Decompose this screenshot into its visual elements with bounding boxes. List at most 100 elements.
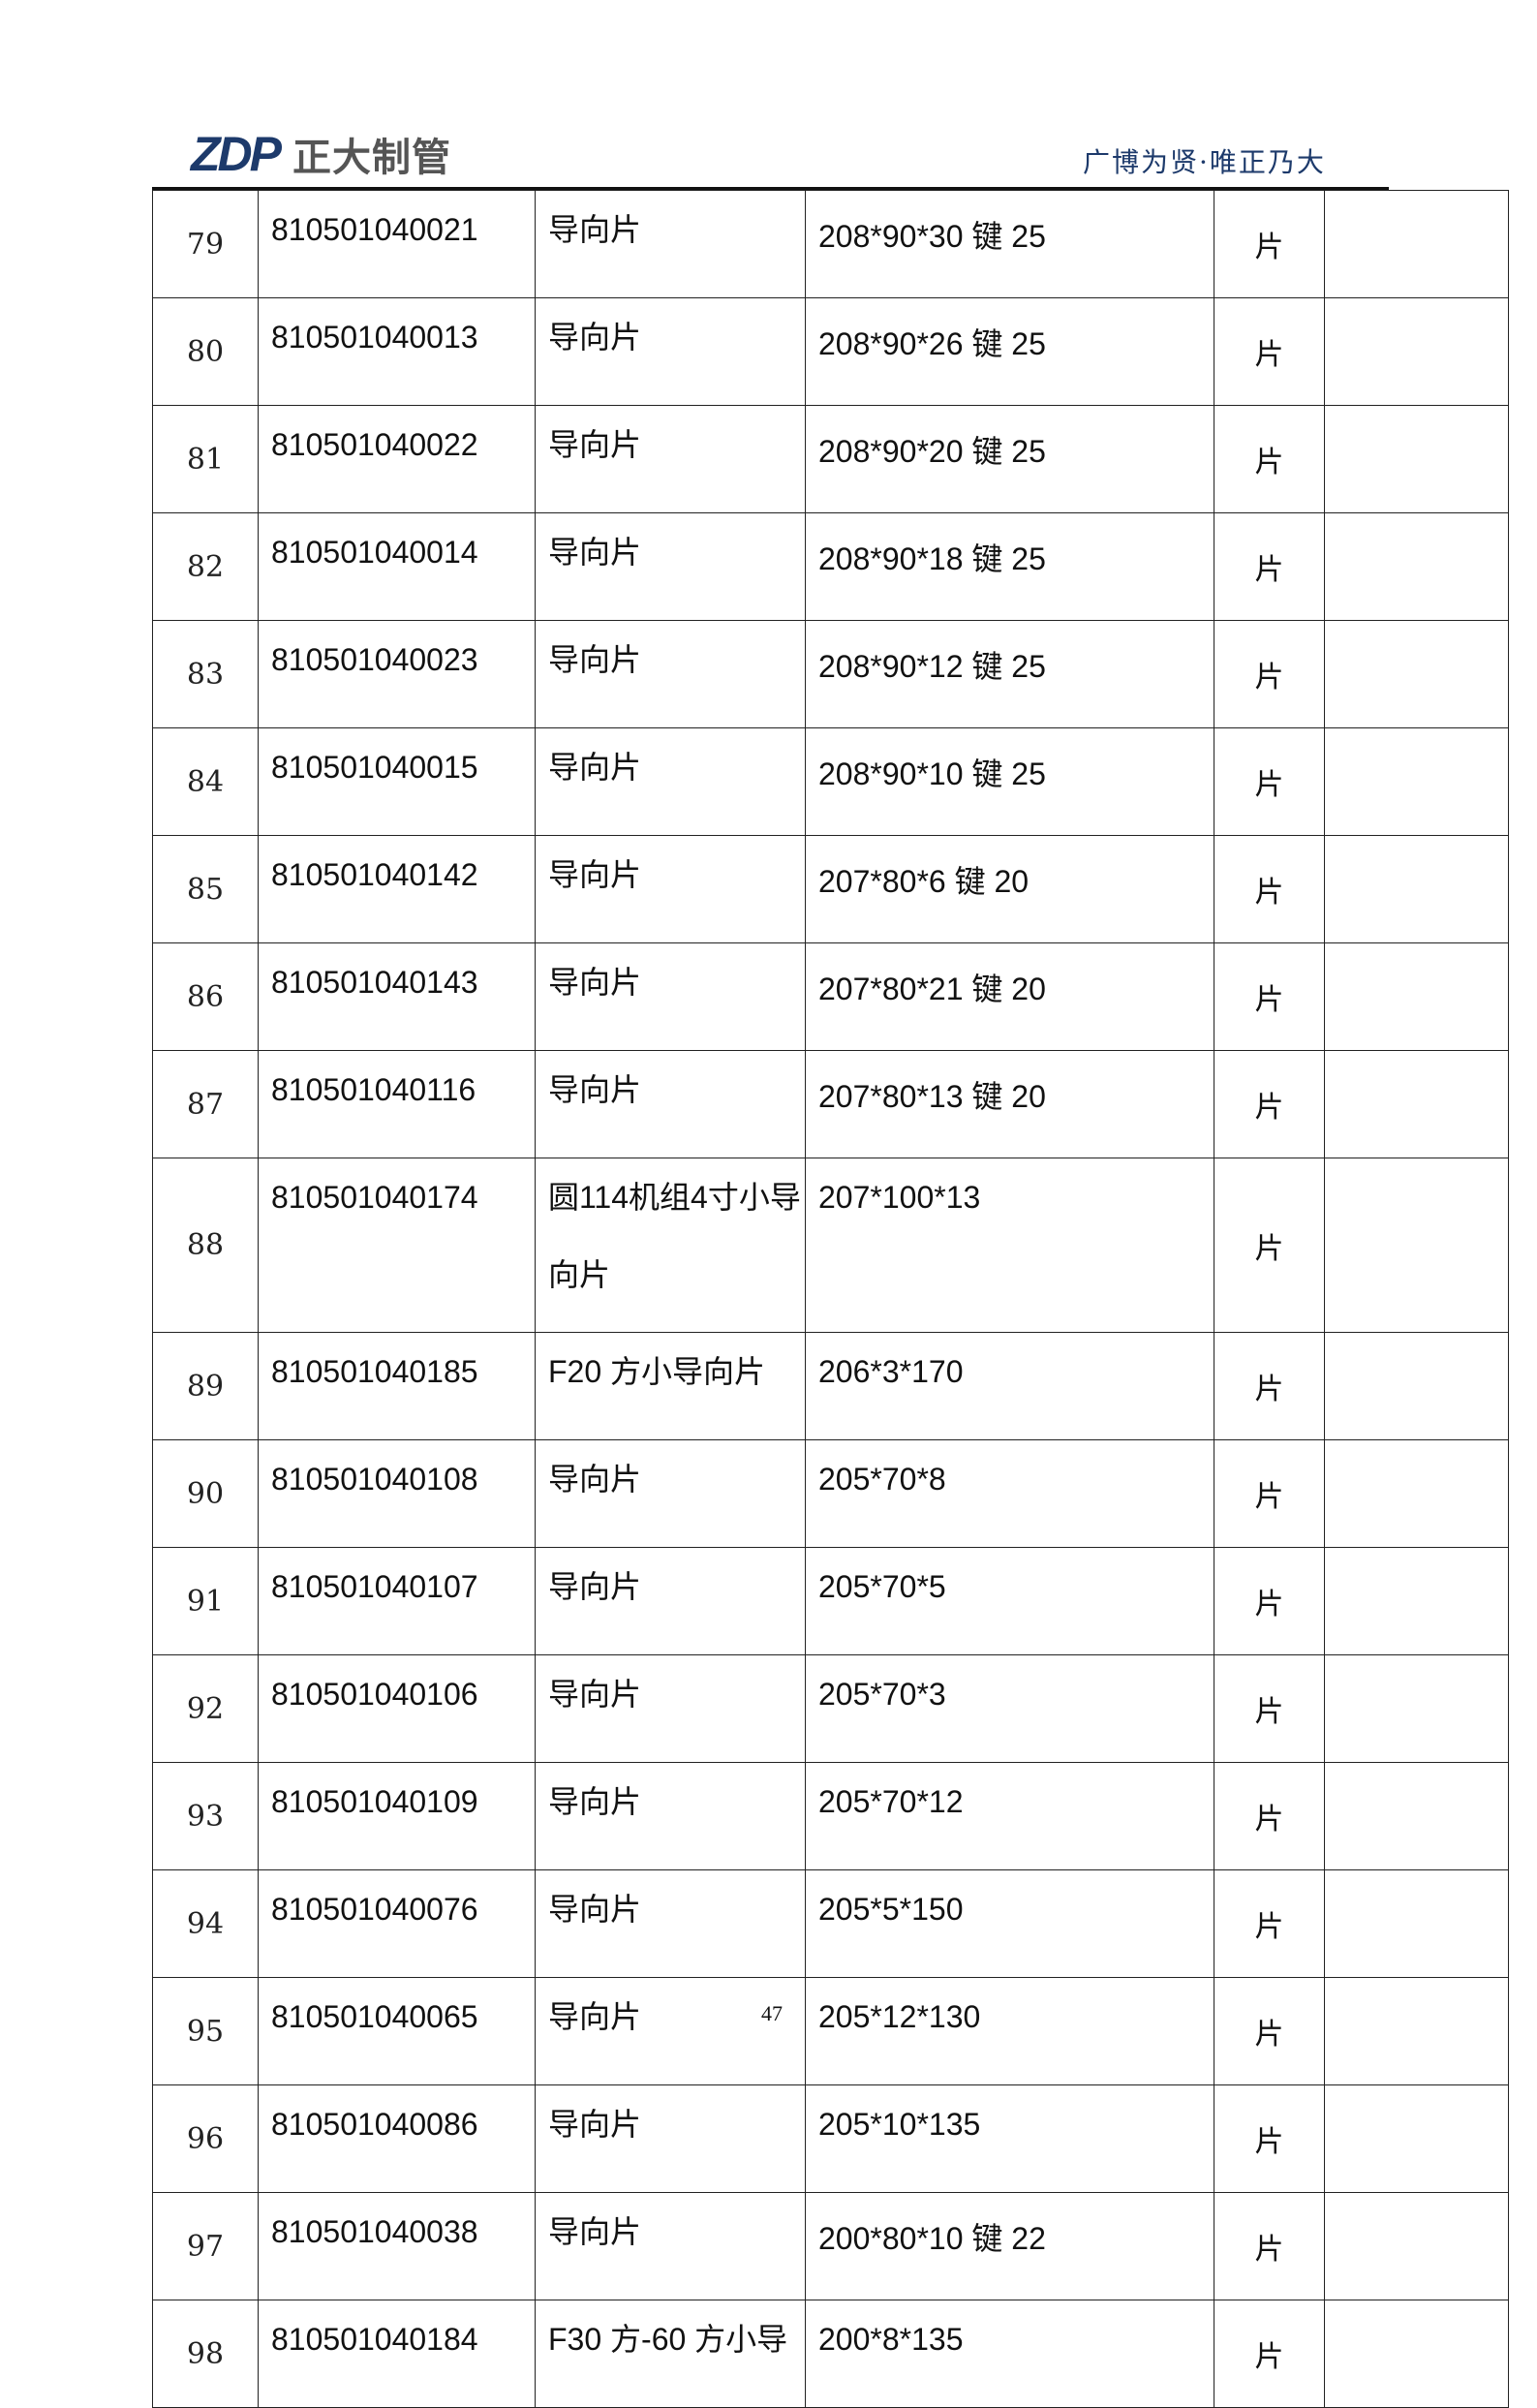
cell-spec: 208*90*30 键 25 <box>805 190 1214 298</box>
cell-no: 87 <box>152 1050 259 1158</box>
cell-code: 810501040116 <box>258 1050 536 1158</box>
cell-unit: 片 <box>1214 1762 1325 1870</box>
cell-name: 圆114机组4寸小导向片 <box>535 1158 806 1333</box>
cell-no: 88 <box>152 1158 259 1333</box>
cell-no: 82 <box>152 512 259 621</box>
table-row: 85 810501040142 导向片 207*80*6 键 20 片 <box>152 835 1509 943</box>
cell-unit: 片 <box>1214 942 1325 1051</box>
cell-no: 84 <box>152 727 259 836</box>
table-row: 82 810501040014 导向片 208*90*18 键 25 片 <box>152 512 1509 621</box>
cell-name: 导向片 <box>535 942 806 1051</box>
cell-code: 810501040022 <box>258 405 536 513</box>
page-number: 47 <box>761 2001 783 2025</box>
cell-name: 导向片 <box>535 1547 806 1655</box>
cell-remark <box>1324 1332 1509 1440</box>
cell-remark <box>1324 512 1509 621</box>
cell-unit: 片 <box>1214 1977 1325 2085</box>
table-row: 88 810501040174 圆114机组4寸小导向片 207*100*13 片 <box>152 1158 1509 1333</box>
cell-remark <box>1324 2084 1509 2193</box>
cell-unit: 片 <box>1214 405 1325 513</box>
cell-name: 导向片 <box>535 190 806 298</box>
cell-spec: 205*70*8 <box>805 1439 1214 1548</box>
table-row: 90 810501040108 导向片 205*70*8 片 <box>152 1439 1509 1548</box>
cell-spec: 205*5*150 <box>805 1869 1214 1978</box>
cell-code: 810501040038 <box>258 2192 536 2300</box>
cell-code: 810501040184 <box>258 2300 536 2408</box>
cell-no: 85 <box>152 835 259 943</box>
cell-name: 导向片 <box>535 1050 806 1158</box>
cell-spec: 205*70*12 <box>805 1762 1214 1870</box>
cell-remark <box>1324 620 1509 728</box>
cell-remark <box>1324 297 1509 406</box>
cell-unit: 片 <box>1214 1439 1325 1548</box>
cell-spec: 207*80*6 键 20 <box>805 835 1214 943</box>
cell-spec: 205*12*130 <box>805 1977 1214 2085</box>
cell-name: 导向片 <box>535 620 806 728</box>
table-row: 81 810501040022 导向片 208*90*20 键 25 片 <box>152 405 1509 513</box>
cell-code: 810501040142 <box>258 835 536 943</box>
table-row: 89 810501040185 F20 方小导向片 206*3*170 片 <box>152 1332 1509 1440</box>
cell-name: 导向片 <box>535 405 806 513</box>
cell-remark <box>1324 190 1509 298</box>
cell-no: 80 <box>152 297 259 406</box>
cell-unit: 片 <box>1214 2300 1325 2408</box>
cell-remark <box>1324 1654 1509 1763</box>
cell-no: 92 <box>152 1654 259 1763</box>
cell-name: 导向片 <box>535 835 806 943</box>
cell-unit: 片 <box>1214 835 1325 943</box>
header-divider <box>152 187 1389 190</box>
table-row: 92 810501040106 导向片 205*70*3 片 <box>152 1654 1509 1763</box>
cell-no: 93 <box>152 1762 259 1870</box>
cell-name: 导向片 <box>535 512 806 621</box>
cell-unit: 片 <box>1214 2084 1325 2193</box>
cell-remark <box>1324 942 1509 1051</box>
cell-unit: 片 <box>1214 1050 1325 1158</box>
cell-name: 导向片 <box>535 1869 806 1978</box>
cell-no: 95 <box>152 1977 259 2085</box>
cell-unit: 片 <box>1214 190 1325 298</box>
cell-spec: 208*90*20 键 25 <box>805 405 1214 513</box>
cell-no: 89 <box>152 1332 259 1440</box>
cell-name: 导向片 <box>535 1439 806 1548</box>
logo-text: 正大制管 <box>292 136 451 180</box>
table-row: 93 810501040109 导向片 205*70*12 片 <box>152 1762 1509 1870</box>
cell-code: 810501040076 <box>258 1869 536 1978</box>
cell-unit: 片 <box>1214 512 1325 621</box>
slogan: 广博为贤·唯正乃大 <box>1083 146 1326 178</box>
cell-spec: 200*80*10 键 22 <box>805 2192 1214 2300</box>
cell-code: 810501040106 <box>258 1654 536 1763</box>
cell-no: 91 <box>152 1547 259 1655</box>
table-row: 80 810501040013 导向片 208*90*26 键 25 片 <box>152 297 1509 406</box>
table-row: 96 810501040086 导向片 205*10*135 片 <box>152 2084 1509 2193</box>
table-row: 83 810501040023 导向片 208*90*12 键 25 片 <box>152 620 1509 728</box>
cell-no: 83 <box>152 620 259 728</box>
cell-no: 94 <box>152 1869 259 1978</box>
cell-spec: 207*100*13 <box>805 1158 1214 1333</box>
cell-code: 810501040065 <box>258 1977 536 2085</box>
company-logo: ZDP 正大制管 <box>191 130 451 180</box>
cell-name: F20 方小导向片 <box>535 1332 806 1440</box>
cell-unit: 片 <box>1214 1654 1325 1763</box>
cell-remark <box>1324 835 1509 943</box>
table-row: 87 810501040116 导向片 207*80*13 键 20 片 <box>152 1050 1509 1158</box>
cell-spec: 207*80*13 键 20 <box>805 1050 1214 1158</box>
cell-unit: 片 <box>1214 1547 1325 1655</box>
cell-name: 导向片 <box>535 1762 806 1870</box>
cell-spec: 208*90*12 键 25 <box>805 620 1214 728</box>
cell-remark <box>1324 405 1509 513</box>
cell-spec: 208*90*10 键 25 <box>805 727 1214 836</box>
cell-name: 导向片 <box>535 1977 806 2085</box>
cell-name: F30 方-60 方小导 <box>535 2300 806 2408</box>
table-row: 79 810501040021 导向片 208*90*30 键 25 片 <box>152 190 1509 298</box>
cell-name: 导向片 <box>535 2192 806 2300</box>
cell-name: 导向片 <box>535 1654 806 1763</box>
cell-code: 810501040174 <box>258 1158 536 1333</box>
cell-remark <box>1324 1050 1509 1158</box>
cell-name: 导向片 <box>535 2084 806 2193</box>
cell-name: 导向片 <box>535 297 806 406</box>
cell-no: 81 <box>152 405 259 513</box>
cell-no: 98 <box>152 2300 259 2408</box>
cell-code: 810501040185 <box>258 1332 536 1440</box>
cell-unit: 片 <box>1214 1158 1325 1333</box>
cell-no: 96 <box>152 2084 259 2193</box>
